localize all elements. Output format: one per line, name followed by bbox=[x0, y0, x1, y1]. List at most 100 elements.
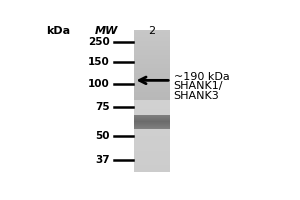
Bar bbox=[134, 61, 170, 62]
Bar bbox=[134, 130, 170, 131]
Bar bbox=[134, 108, 170, 109]
Bar bbox=[134, 115, 170, 116]
Bar bbox=[134, 104, 170, 105]
Bar bbox=[134, 52, 170, 53]
Bar bbox=[134, 141, 170, 142]
Bar bbox=[134, 49, 170, 50]
Bar bbox=[134, 161, 170, 162]
Bar bbox=[134, 169, 170, 170]
Bar bbox=[134, 45, 170, 46]
Text: SHANK1/: SHANK1/ bbox=[173, 81, 223, 91]
Bar bbox=[134, 107, 170, 108]
Bar bbox=[134, 102, 170, 103]
Bar bbox=[134, 119, 170, 120]
Bar bbox=[134, 152, 170, 153]
Bar bbox=[134, 154, 170, 155]
Bar bbox=[134, 74, 170, 75]
Bar bbox=[134, 122, 170, 123]
Bar bbox=[134, 104, 170, 105]
Bar bbox=[134, 123, 170, 124]
Bar bbox=[134, 109, 170, 110]
Text: 250: 250 bbox=[88, 37, 110, 47]
Text: 150: 150 bbox=[88, 57, 110, 67]
Bar bbox=[134, 76, 170, 77]
Bar bbox=[134, 117, 170, 118]
Bar bbox=[134, 144, 170, 145]
Bar bbox=[134, 149, 170, 150]
Bar bbox=[134, 69, 170, 70]
Bar bbox=[134, 65, 170, 66]
Bar bbox=[134, 105, 170, 106]
Text: SHANK3: SHANK3 bbox=[173, 91, 219, 101]
Bar bbox=[134, 128, 170, 129]
Bar bbox=[134, 162, 170, 163]
Bar bbox=[134, 125, 170, 126]
Bar bbox=[134, 99, 170, 100]
Bar bbox=[134, 126, 170, 127]
Bar bbox=[134, 83, 170, 84]
Bar bbox=[134, 40, 170, 41]
Bar bbox=[134, 109, 170, 110]
Bar bbox=[134, 75, 170, 76]
Bar bbox=[134, 59, 170, 60]
Bar bbox=[134, 89, 170, 90]
Bar bbox=[134, 171, 170, 172]
Bar bbox=[134, 124, 170, 125]
Bar bbox=[134, 121, 170, 122]
Bar bbox=[134, 94, 170, 95]
Bar bbox=[134, 150, 170, 151]
Bar bbox=[134, 119, 170, 120]
Bar bbox=[134, 170, 170, 171]
Bar bbox=[134, 111, 170, 112]
Bar bbox=[134, 114, 170, 115]
Bar bbox=[134, 37, 170, 38]
Bar bbox=[134, 48, 170, 49]
Bar bbox=[134, 153, 170, 154]
Bar bbox=[134, 125, 170, 126]
Bar bbox=[134, 142, 170, 143]
Bar bbox=[134, 41, 170, 42]
Bar bbox=[134, 30, 170, 31]
Bar bbox=[134, 86, 170, 87]
Bar bbox=[134, 36, 170, 37]
Bar bbox=[134, 65, 170, 66]
Bar bbox=[134, 148, 170, 149]
Bar bbox=[134, 158, 170, 159]
Bar bbox=[134, 150, 170, 151]
Bar bbox=[134, 128, 170, 129]
Bar bbox=[134, 70, 170, 71]
Text: 2: 2 bbox=[148, 26, 156, 36]
Bar bbox=[134, 60, 170, 61]
Bar bbox=[134, 127, 170, 128]
Bar bbox=[134, 39, 170, 40]
Bar bbox=[134, 113, 170, 114]
Bar bbox=[134, 145, 170, 146]
Bar bbox=[134, 146, 170, 147]
Bar bbox=[134, 111, 170, 112]
Bar bbox=[134, 157, 170, 158]
Bar bbox=[134, 34, 170, 35]
Bar bbox=[134, 77, 170, 78]
Bar bbox=[134, 77, 170, 78]
Bar bbox=[134, 58, 170, 59]
Bar bbox=[134, 64, 170, 65]
Text: kDa: kDa bbox=[46, 26, 70, 36]
Bar bbox=[134, 132, 170, 133]
Bar bbox=[134, 53, 170, 54]
Bar bbox=[134, 155, 170, 156]
Bar bbox=[134, 95, 170, 96]
Bar bbox=[134, 133, 170, 134]
Bar bbox=[134, 38, 170, 39]
Bar bbox=[134, 68, 170, 69]
Bar bbox=[134, 118, 170, 119]
Bar bbox=[134, 47, 170, 48]
Bar bbox=[134, 131, 170, 132]
Bar bbox=[134, 165, 170, 166]
Bar bbox=[134, 96, 170, 97]
Bar bbox=[134, 121, 170, 122]
Bar bbox=[134, 101, 170, 102]
Bar bbox=[134, 116, 170, 117]
Bar bbox=[134, 112, 170, 113]
Bar bbox=[134, 117, 170, 118]
Bar bbox=[134, 167, 170, 168]
